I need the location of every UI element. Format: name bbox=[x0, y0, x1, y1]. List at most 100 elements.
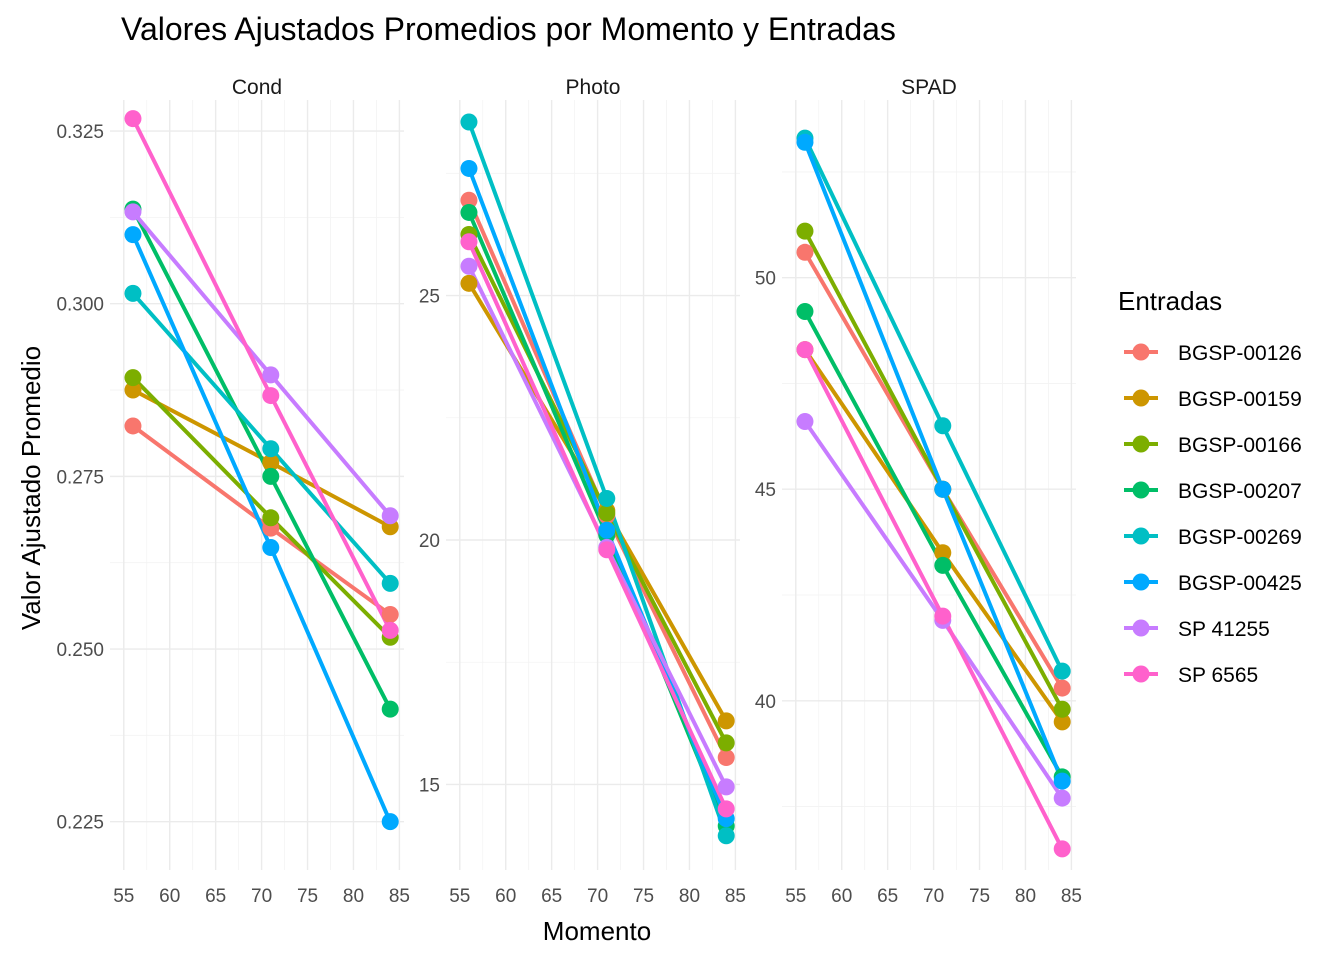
data-point bbox=[717, 778, 735, 796]
x-tick-label: 70 bbox=[923, 886, 944, 907]
data-point bbox=[124, 110, 142, 128]
data-point bbox=[1053, 772, 1071, 790]
legend-label: BGSP-00126 bbox=[1178, 342, 1302, 365]
x-tick-label: 60 bbox=[831, 886, 852, 907]
data-point bbox=[262, 467, 280, 485]
data-point bbox=[717, 712, 735, 730]
x-tick-label: 55 bbox=[113, 886, 134, 907]
data-point bbox=[598, 504, 616, 522]
x-tick-label: 65 bbox=[877, 886, 898, 907]
legend-item: BGSP-00159 bbox=[1124, 388, 1302, 411]
legend-item: BGSP-00269 bbox=[1124, 526, 1302, 549]
legend-key-point bbox=[1132, 343, 1150, 361]
x-tick-label: 65 bbox=[541, 886, 562, 907]
data-point bbox=[796, 133, 814, 151]
legend-title: Entradas bbox=[1118, 286, 1222, 316]
data-point bbox=[460, 274, 478, 292]
x-tick-label: 75 bbox=[969, 886, 990, 907]
x-tick-label: 60 bbox=[159, 886, 180, 907]
data-point bbox=[460, 257, 478, 275]
y-tick-label: 50 bbox=[755, 269, 776, 290]
x-tick-label: 85 bbox=[389, 886, 410, 907]
legend-key-point bbox=[1132, 389, 1150, 407]
data-point bbox=[124, 381, 142, 399]
data-point bbox=[796, 341, 814, 359]
legend-item: SP 6565 bbox=[1124, 664, 1258, 687]
panel-strip-cond: Cond bbox=[232, 76, 282, 99]
legend: Entradas BGSP-00126 BGSP-00159 BGSP-00166 B… bbox=[1118, 286, 1302, 687]
data-point bbox=[124, 226, 142, 244]
x-tick-label: 85 bbox=[725, 886, 746, 907]
panel-strip-photo: Photo bbox=[566, 76, 621, 99]
x-tick-label: 75 bbox=[297, 886, 318, 907]
data-point bbox=[934, 480, 952, 498]
x-tick-label: 80 bbox=[679, 886, 700, 907]
y-tick-label: 20 bbox=[419, 531, 440, 552]
data-point bbox=[460, 159, 478, 177]
x-tick-label: 80 bbox=[1015, 886, 1036, 907]
y-tick-label: 45 bbox=[755, 480, 776, 501]
data-point bbox=[381, 621, 399, 639]
panel-cond: 55 60 65 70 75 80 85 0.225 0.250 0.275 0.300 0.325 C… bbox=[56, 76, 410, 907]
legend-label: BGSP-00269 bbox=[1178, 526, 1302, 549]
x-tick-label: 75 bbox=[633, 886, 654, 907]
data-point bbox=[381, 574, 399, 592]
data-point bbox=[262, 366, 280, 384]
legend-key-point bbox=[1132, 527, 1150, 545]
x-tick-label: 55 bbox=[785, 886, 806, 907]
data-point bbox=[124, 203, 142, 221]
data-point bbox=[381, 700, 399, 718]
data-point bbox=[796, 222, 814, 240]
data-point bbox=[262, 387, 280, 405]
data-point bbox=[1053, 840, 1071, 858]
legend-label: SP 6565 bbox=[1178, 664, 1258, 687]
data-point bbox=[598, 521, 616, 539]
data-point bbox=[796, 303, 814, 321]
x-axis-title: Momento bbox=[543, 916, 651, 946]
data-point bbox=[598, 541, 616, 559]
legend-label: BGSP-00159 bbox=[1178, 388, 1302, 411]
x-tick-label: 70 bbox=[587, 886, 608, 907]
panels: 55 60 65 70 75 80 85 0.225 0.250 0.275 0.300 0.325 C… bbox=[56, 76, 1082, 907]
data-point bbox=[381, 507, 399, 525]
data-point bbox=[796, 413, 814, 431]
data-point bbox=[1053, 700, 1071, 718]
data-point bbox=[717, 734, 735, 752]
y-tick-label: 40 bbox=[755, 692, 776, 713]
y-axis-title: Valor Ajustado Promedio bbox=[16, 346, 46, 630]
legend-item: BGSP-00207 bbox=[1124, 480, 1302, 503]
legend-item: SP 41255 bbox=[1124, 618, 1270, 641]
data-point bbox=[124, 284, 142, 302]
data-point bbox=[262, 509, 280, 527]
y-tick-label: 0.275 bbox=[56, 467, 104, 488]
x-tick-label: 70 bbox=[251, 886, 272, 907]
data-point bbox=[717, 800, 735, 818]
legend-item: BGSP-00126 bbox=[1124, 342, 1302, 365]
data-point bbox=[381, 605, 399, 623]
data-point bbox=[1053, 662, 1071, 680]
x-tick-label: 55 bbox=[449, 886, 470, 907]
panel-photo: 55 60 65 70 75 80 85 15 20 25 Photo bbox=[419, 76, 746, 907]
data-point bbox=[124, 417, 142, 435]
y-tick-label: 0.325 bbox=[56, 122, 104, 143]
y-tick-label: 0.250 bbox=[56, 640, 104, 661]
legend-label: SP 41255 bbox=[1178, 618, 1270, 641]
legend-key-point bbox=[1132, 665, 1150, 683]
legend-key-point bbox=[1132, 619, 1150, 637]
data-point bbox=[796, 243, 814, 261]
panel-strip-spad: SPAD bbox=[901, 76, 957, 99]
data-point bbox=[934, 417, 952, 435]
data-point bbox=[460, 113, 478, 131]
data-point bbox=[717, 749, 735, 767]
data-point bbox=[934, 607, 952, 625]
data-point bbox=[460, 233, 478, 251]
legend-key-point bbox=[1132, 435, 1150, 453]
legend-label: BGSP-00207 bbox=[1178, 480, 1302, 503]
data-point bbox=[934, 544, 952, 562]
legend-label: BGSP-00166 bbox=[1178, 434, 1302, 457]
data-point bbox=[124, 369, 142, 387]
legend-key-point bbox=[1132, 573, 1150, 591]
data-point bbox=[934, 556, 952, 574]
y-tick-label: 25 bbox=[419, 287, 440, 308]
